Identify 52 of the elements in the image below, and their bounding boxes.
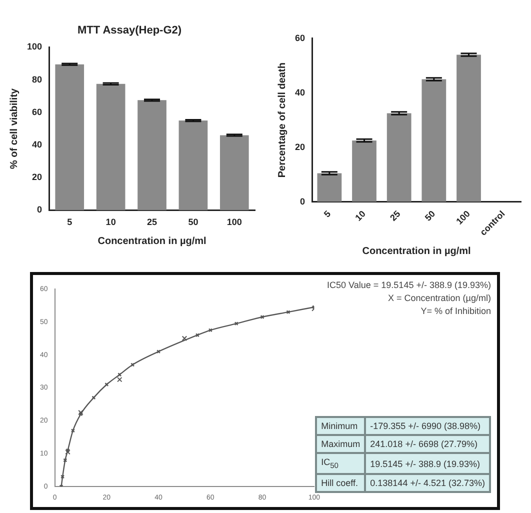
point [78, 410, 84, 416]
y-tick-label: 20 [294, 142, 306, 152]
y-tick-label: 60 [294, 32, 306, 43]
bar [178, 120, 208, 210]
bar [220, 135, 249, 210]
point [260, 314, 264, 320]
x-axis-title: Concentration in µg/ml [98, 236, 206, 247]
x-tick-label: 100 [226, 217, 242, 228]
text: IC50 Value = 19.5145 +/- 388.9 (19.93%) [327, 279, 491, 292]
bar [386, 113, 412, 202]
point [182, 336, 188, 342]
text: 241.018 +/- 6698 (27.79%) [365, 435, 490, 454]
x-tick-label: 50 [188, 217, 198, 228]
bar [138, 100, 166, 210]
bar [456, 54, 481, 202]
text: 19.5145 +/- 388.9 (19.93%) [365, 453, 490, 474]
x-axis-title: Concentration in µg/ml [362, 246, 471, 257]
y-tick-label: 20 [32, 172, 42, 182]
text: Hill coeff. [316, 474, 366, 492]
x-tick-label: 10 [106, 217, 116, 228]
y-tick-label: 40 [294, 87, 306, 98]
text: -179.355 +/- 6990 (38.98%) [365, 417, 490, 436]
text: Maximum [316, 435, 366, 454]
x-tick-label: 50 [422, 208, 438, 223]
y-axis-title: Percentage of cell death [276, 62, 288, 178]
y-tick-label: 40 [32, 139, 42, 150]
point [65, 449, 70, 455]
y-tick-label: 60 [32, 106, 42, 117]
text: Minimum [316, 417, 366, 436]
x-tick-label: 100 [454, 208, 472, 226]
bar [422, 79, 446, 202]
text: 0.138144 +/- 4.521 (32.73%) [365, 474, 490, 492]
y-tick-label: 0 [300, 196, 306, 206]
x-tick-label: 10 [353, 208, 368, 223]
y-tick-label: 100 [26, 42, 42, 52]
chart-title: MTT Assay(Hep-G2) [77, 24, 182, 37]
bar [55, 64, 84, 210]
point [104, 382, 109, 387]
x-tick-label: 25 [388, 208, 402, 223]
x-tick-label: 5 [67, 217, 72, 228]
x-tick-label: 5 [322, 208, 333, 220]
x-tick-label: 25 [147, 217, 158, 228]
bar [317, 173, 342, 202]
text: Y= % of Inhibition [420, 305, 491, 318]
text: X = Concentration (µg/ml) [387, 292, 491, 305]
text: IC$_{50}$ [316, 453, 366, 474]
point [117, 376, 122, 382]
y-tick-label: 80 [32, 74, 42, 84]
point [286, 310, 290, 314]
bar [96, 84, 126, 210]
bar [352, 140, 376, 202]
y-axis-title: % of cell viability [8, 88, 20, 169]
